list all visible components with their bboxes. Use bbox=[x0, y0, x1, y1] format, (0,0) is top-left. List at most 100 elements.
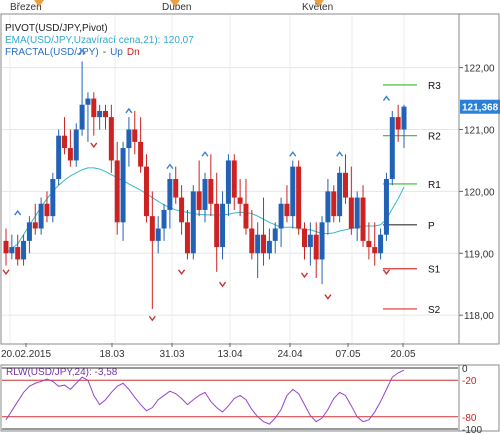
indicator-axis-area bbox=[458, 364, 500, 432]
legend-fractal: FRACTAL(USD/JPY) - Up Dn bbox=[5, 47, 140, 58]
candle bbox=[3, 228, 9, 266]
candle bbox=[378, 228, 384, 260]
price-tick-label: 121,00 bbox=[464, 125, 495, 136]
date-axis: 20.02.2015 18.03 31.03 13.04 24.04 07.05 20.05 bbox=[1, 343, 416, 360]
fractal-up-icon bbox=[166, 163, 174, 170]
candle bbox=[337, 166, 343, 223]
candle-body bbox=[190, 191, 196, 254]
legend-pivot: PIVOT(USD/JPY,Pivot) bbox=[5, 23, 108, 34]
candle bbox=[284, 185, 290, 223]
pivot-levels: R3 R2 R1 P S1 S2 bbox=[383, 81, 441, 316]
rlw-level-label-top: 0 bbox=[462, 364, 468, 375]
candle-body bbox=[103, 110, 108, 118]
candle-body bbox=[243, 203, 249, 229]
candle-body bbox=[366, 240, 372, 248]
candle-body bbox=[9, 247, 15, 254]
candle-body bbox=[231, 160, 237, 198]
candle bbox=[307, 222, 313, 266]
candle-body bbox=[21, 240, 27, 260]
candle-body bbox=[296, 166, 302, 229]
candle bbox=[231, 154, 237, 210]
candle-body bbox=[325, 191, 331, 223]
candle bbox=[302, 222, 307, 260]
pivot-label-s1: S1 bbox=[428, 265, 441, 276]
grid-lines bbox=[2, 15, 458, 343]
candle-body bbox=[307, 234, 313, 248]
candle bbox=[184, 209, 190, 260]
candle bbox=[342, 154, 348, 204]
candle-body bbox=[62, 135, 68, 149]
fractal-down-icon bbox=[148, 315, 156, 322]
rlw-label: RLW(USD/JPY,24): -3,58 bbox=[6, 367, 118, 378]
candle-body bbox=[225, 160, 231, 204]
month-label-kveten: Květen bbox=[302, 2, 333, 13]
candle bbox=[91, 92, 97, 136]
candle-body bbox=[179, 197, 185, 223]
legend: PIVOT(USD/JPY,Pivot) EMA(USD/JPY,Uzavíra… bbox=[5, 23, 194, 58]
candle-body bbox=[155, 228, 161, 241]
month-markers: Březen Duben Květen bbox=[10, 0, 333, 13]
candle bbox=[325, 179, 331, 235]
candle-body bbox=[85, 98, 91, 105]
month-marker-brezen-icon bbox=[34, 0, 44, 7]
candle bbox=[202, 172, 208, 223]
fractal-up-icon bbox=[201, 151, 209, 157]
fractal-down-icon bbox=[382, 269, 391, 275]
candle-body bbox=[38, 203, 44, 229]
candle-body bbox=[337, 172, 343, 217]
rlw-level-label-upper: -20 bbox=[462, 376, 477, 387]
pivot-label-r1: R1 bbox=[428, 180, 441, 191]
date-tick-label: 20.05 bbox=[390, 349, 415, 360]
candle-body bbox=[237, 197, 243, 204]
date-tick-label: 18.03 bbox=[99, 349, 124, 360]
fractal-up-icon bbox=[14, 209, 22, 216]
candle bbox=[249, 209, 255, 260]
candle-body bbox=[143, 166, 149, 217]
month-marker-kveten-icon bbox=[314, 0, 324, 7]
candle bbox=[103, 104, 108, 130]
candle-body bbox=[319, 222, 325, 260]
current-price-badge: 121,368 bbox=[460, 99, 500, 114]
pivot-label-r2: R2 bbox=[428, 132, 441, 143]
candle-body bbox=[91, 98, 97, 118]
candle bbox=[272, 222, 278, 254]
fractal-down-icon bbox=[90, 142, 98, 149]
candle-body bbox=[132, 129, 138, 142]
candle bbox=[155, 216, 161, 254]
date-tick-label: 07.05 bbox=[335, 349, 360, 360]
candle-body bbox=[50, 179, 56, 217]
candle-body bbox=[278, 203, 284, 229]
candle-body bbox=[255, 234, 261, 254]
candle-body bbox=[313, 234, 319, 260]
candle bbox=[389, 110, 395, 186]
candle bbox=[114, 141, 120, 235]
pivot-label-p: P bbox=[428, 221, 435, 232]
candle bbox=[290, 160, 296, 229]
fractal-down-icon bbox=[218, 281, 227, 288]
candle bbox=[108, 104, 114, 173]
candle-body bbox=[79, 104, 85, 130]
candle-body bbox=[261, 234, 267, 254]
candle bbox=[243, 179, 249, 235]
candle bbox=[395, 104, 401, 142]
candle-body bbox=[120, 148, 126, 223]
date-tick-label: 31.03 bbox=[159, 349, 184, 360]
candle-body bbox=[331, 191, 337, 217]
candle bbox=[167, 172, 173, 229]
candle bbox=[354, 191, 360, 241]
candle-body bbox=[220, 203, 226, 248]
candle-body bbox=[108, 117, 114, 161]
fractal-up-icon bbox=[336, 151, 344, 157]
candle bbox=[366, 222, 372, 260]
rlw-level-label-bottom: -100 bbox=[462, 425, 482, 435]
fractal-up-icon bbox=[125, 107, 133, 114]
candle bbox=[44, 191, 50, 223]
candle-body bbox=[360, 197, 366, 241]
candle-body bbox=[173, 179, 179, 198]
candle bbox=[85, 92, 91, 142]
fractal-down-icon bbox=[2, 269, 10, 275]
candle bbox=[255, 222, 261, 279]
current-price-label: 121,368 bbox=[462, 103, 499, 114]
legend-fractal-name: FRACTAL(USD/JPY) bbox=[5, 47, 99, 58]
